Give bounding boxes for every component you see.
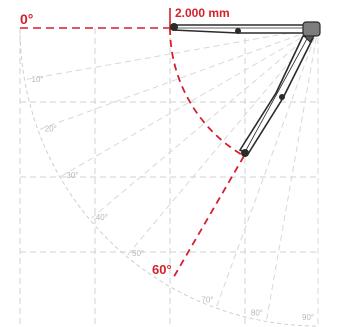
angle-scale-label-40: 40°: [96, 213, 108, 222]
angle-scale-label-30: 30°: [66, 171, 78, 180]
angle-scale-label-20: 20°: [45, 125, 57, 134]
angle-ray-20: [37, 27, 319, 131]
wall-mount: [302, 21, 321, 43]
angle-scale-label-80: 80°: [251, 309, 263, 318]
tilt-60-line: [171, 155, 245, 281]
angle-scale-label-10: 10°: [32, 75, 44, 84]
angle-ray-70: [215, 27, 319, 309]
arm-joint-dot: [235, 28, 241, 34]
angle-ray-50: [126, 27, 319, 257]
arm-tilted-inner-line: [244, 36, 309, 153]
arm-tilted: [239, 35, 314, 157]
angle-scale-label-70: 70°: [201, 295, 213, 304]
arm-tip-joint: [170, 23, 178, 31]
angle-scale-labels: 10° 20° 30° 40° 50° 70° 80° 90°: [32, 75, 315, 322]
wall-mount-body: [302, 21, 321, 37]
arm-horizontal: [170, 23, 307, 34]
background-grid: [19, 28, 320, 327]
wall-mount-hinge: [302, 35, 315, 43]
angle-ray-40: [89, 27, 319, 220]
angle-scale-label-90: 90°: [302, 313, 314, 322]
dimension-label: 2.000 mm: [175, 6, 230, 20]
angle-scale-label-50: 50°: [132, 249, 144, 258]
arm-tip-joint: [241, 149, 249, 157]
tilt-angle-label: 60°: [152, 262, 172, 277]
arm-joint-dot: [279, 94, 285, 100]
start-angle-label: 0°: [20, 11, 33, 27]
tilt-arc: [169, 27, 245, 157]
reach-arc: [19, 27, 319, 327]
